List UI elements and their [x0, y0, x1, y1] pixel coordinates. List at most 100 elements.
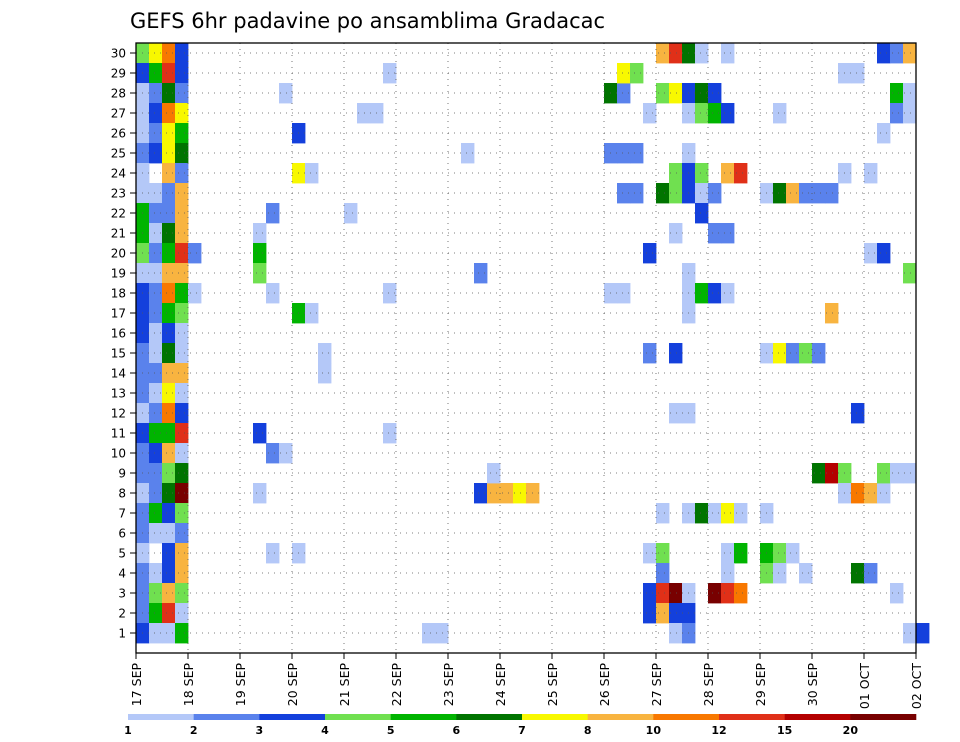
x-tick-label: 30 SEP	[805, 663, 820, 707]
heatmap-cell	[149, 63, 163, 84]
heatmap-cell	[695, 163, 709, 184]
y-tick-label: 8	[118, 487, 126, 501]
heatmap-cell	[149, 183, 163, 204]
legend-color-box	[850, 714, 917, 720]
heatmap-cell	[890, 463, 904, 484]
heatmap-cell	[786, 183, 800, 204]
heatmap-cell	[162, 43, 176, 64]
heatmap-cell	[721, 163, 735, 184]
heatmap-cell	[669, 163, 683, 184]
heatmap-cell	[149, 243, 163, 264]
heatmap-cell	[175, 123, 189, 144]
heatmap-cell	[669, 183, 683, 204]
heatmap-cell	[175, 463, 189, 484]
heatmap-cell	[149, 263, 163, 284]
heatmap-cell	[162, 263, 176, 284]
heatmap-cell	[877, 483, 891, 504]
heatmap-cell	[175, 163, 189, 184]
heatmap-cell	[383, 63, 397, 84]
heatmap-cell	[149, 603, 163, 624]
heatmap-cell	[890, 583, 904, 604]
legend-color-box	[456, 714, 523, 720]
legend-label: 8	[584, 724, 592, 737]
heatmap-cell	[175, 63, 189, 84]
heatmap-cell	[162, 523, 176, 544]
y-tick-label: 28	[111, 87, 126, 101]
heatmap-cell	[175, 303, 189, 324]
heatmap-cell	[422, 623, 436, 644]
heatmap-cell	[344, 203, 358, 224]
legend-label: 4	[321, 724, 329, 737]
heatmap-cell	[734, 163, 748, 184]
heatmap-cell	[253, 483, 267, 504]
heatmap-cell	[695, 283, 709, 304]
heatmap-cell	[656, 543, 670, 564]
heatmap-cell	[734, 583, 748, 604]
heatmap-cell	[149, 463, 163, 484]
heatmap-cell	[175, 423, 189, 444]
y-tick-label: 23	[111, 187, 126, 201]
heatmap-cell	[149, 403, 163, 424]
heatmap-cell	[318, 343, 332, 364]
heatmap-cell	[630, 143, 644, 164]
legend-color-box	[784, 714, 851, 720]
heatmap-cell	[799, 563, 813, 584]
heatmap-cell	[773, 103, 787, 124]
heatmap-cell	[786, 343, 800, 364]
x-tick-label: 19 SEP	[233, 663, 248, 707]
legend-color-box	[522, 714, 588, 720]
heatmap-cell	[877, 463, 891, 484]
heatmap-cell	[149, 223, 163, 244]
y-tick-label: 18	[111, 287, 126, 301]
heatmap-cell	[266, 443, 280, 464]
x-tick-label: 25 SEP	[545, 663, 560, 707]
heatmap-cell	[721, 543, 735, 564]
heatmap-cell	[162, 83, 176, 104]
heatmap-cell	[162, 303, 176, 324]
x-tick-label: 02 OCT	[909, 663, 924, 709]
heatmap-cell	[162, 183, 176, 204]
x-tick-label: 18 SEP	[181, 663, 196, 707]
heatmap-cell	[175, 323, 189, 344]
y-tick-label: 15	[111, 347, 126, 361]
heatmap-cell	[903, 43, 917, 64]
heatmap-cell	[149, 563, 163, 584]
heatmap-cell	[162, 203, 176, 224]
heatmap-cell	[695, 503, 709, 524]
y-axis: 1234567891011121314151617181920212223242…	[111, 47, 136, 641]
heatmap-cell	[903, 463, 917, 484]
legend-label: 10	[646, 724, 662, 737]
y-tick-label: 20	[111, 247, 126, 261]
heatmap-cell	[188, 243, 202, 264]
heatmap-cell	[149, 503, 163, 524]
y-tick-label: 7	[118, 507, 126, 521]
heatmap-cell	[318, 363, 332, 384]
heatmap-cell	[721, 583, 735, 604]
heatmap-cell	[903, 83, 917, 104]
heatmap-cell	[175, 83, 189, 104]
heatmap-cell	[864, 163, 878, 184]
heatmap-cell	[890, 103, 904, 124]
heatmap-cell	[656, 83, 670, 104]
heatmap-cell	[162, 443, 176, 464]
heatmap-cell	[656, 563, 670, 584]
heatmap-cell	[162, 503, 176, 524]
heatmap-cell	[162, 143, 176, 164]
heatmap-cell	[175, 143, 189, 164]
heatmap-cell	[162, 583, 176, 604]
heatmap-cell	[162, 383, 176, 404]
x-tick-label: 22 SEP	[389, 663, 404, 707]
heatmap-cell	[149, 623, 163, 644]
heatmap-cell	[669, 623, 683, 644]
heatmap-cell	[175, 363, 189, 384]
heatmap-cell	[175, 43, 189, 64]
heatmap-cell	[669, 43, 683, 64]
heatmap-cell	[149, 323, 163, 344]
heatmap-cell	[162, 403, 176, 424]
legend-label: 20	[843, 724, 859, 737]
heatmap-cell	[175, 203, 189, 224]
y-tick-label: 10	[111, 447, 126, 461]
heatmap-cell	[149, 83, 163, 104]
heatmap-cell	[617, 183, 631, 204]
heatmap-cell	[175, 383, 189, 404]
